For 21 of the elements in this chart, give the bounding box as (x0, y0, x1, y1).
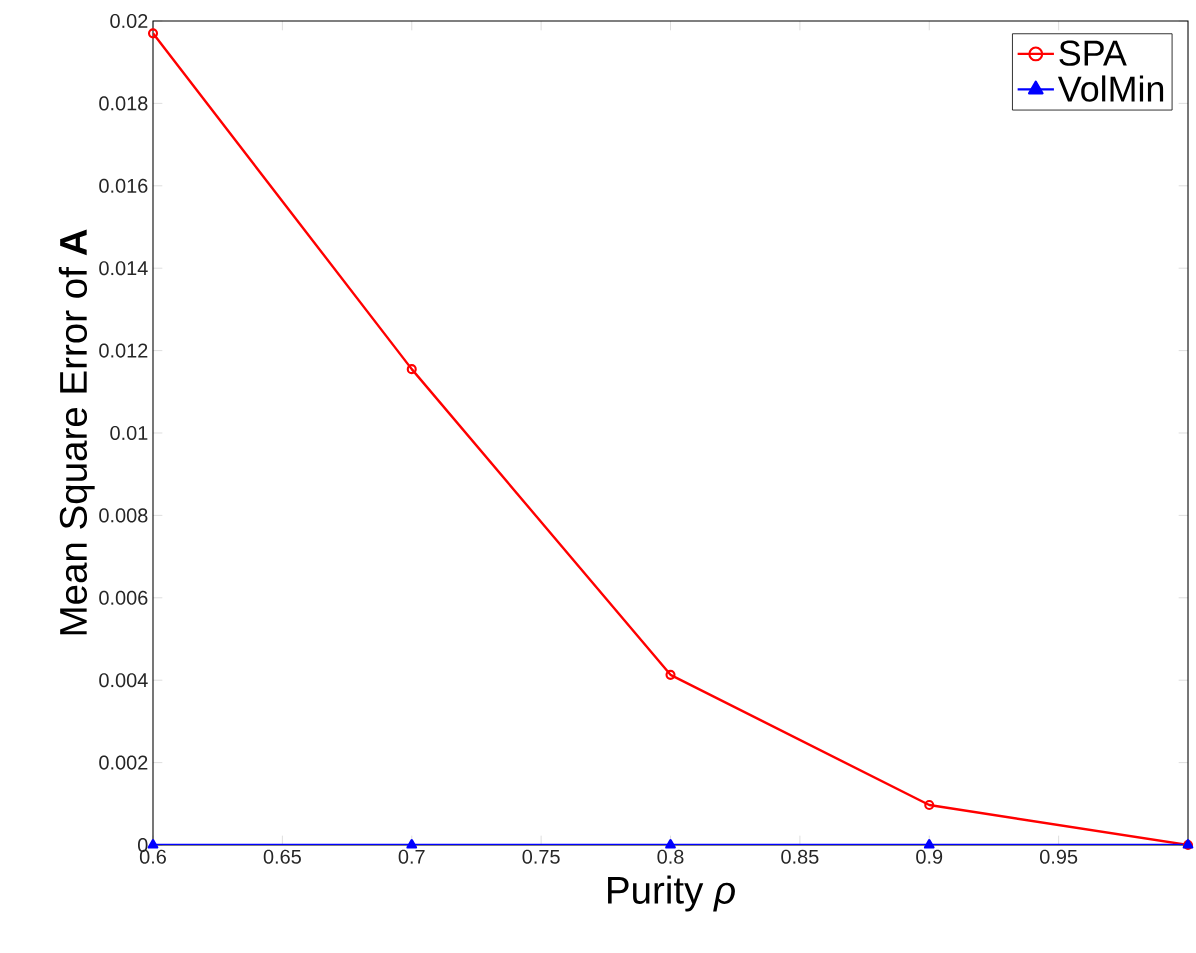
x-tick-label: 0.65 (263, 849, 301, 864)
y-tick-label: 0.004 (99, 673, 148, 688)
y-tick-label: 0.006 (99, 590, 148, 605)
x-tick-label: 0.85 (781, 849, 819, 864)
y-tick-label: 0.008 (99, 508, 148, 523)
y-tick-label: 0.014 (99, 261, 148, 276)
legend-label: VolMin (1057, 75, 1164, 102)
y-tick-label: 0.02 (110, 13, 148, 29)
y-tick-label: 0.016 (99, 178, 148, 193)
x-axis-title: Purity ρ (608, 875, 735, 912)
y-tick-label: 0.012 (99, 343, 148, 358)
x-tick-label: 0.8 (657, 849, 684, 864)
x-tick-label: 0.9 (916, 849, 943, 864)
y-tick-label: 0.018 (99, 96, 148, 111)
x-tick-label: 0.95 (1040, 849, 1078, 864)
y-axis-title: Mean Square Error of A (58, 229, 95, 635)
legend-label: SPA (1059, 40, 1127, 66)
y-tick-label: 0.01 (110, 425, 148, 441)
x-tick-label: 0.7 (398, 849, 425, 864)
x-tick-label: 0.75 (522, 849, 560, 864)
y-tick-label: 0.002 (99, 755, 148, 770)
